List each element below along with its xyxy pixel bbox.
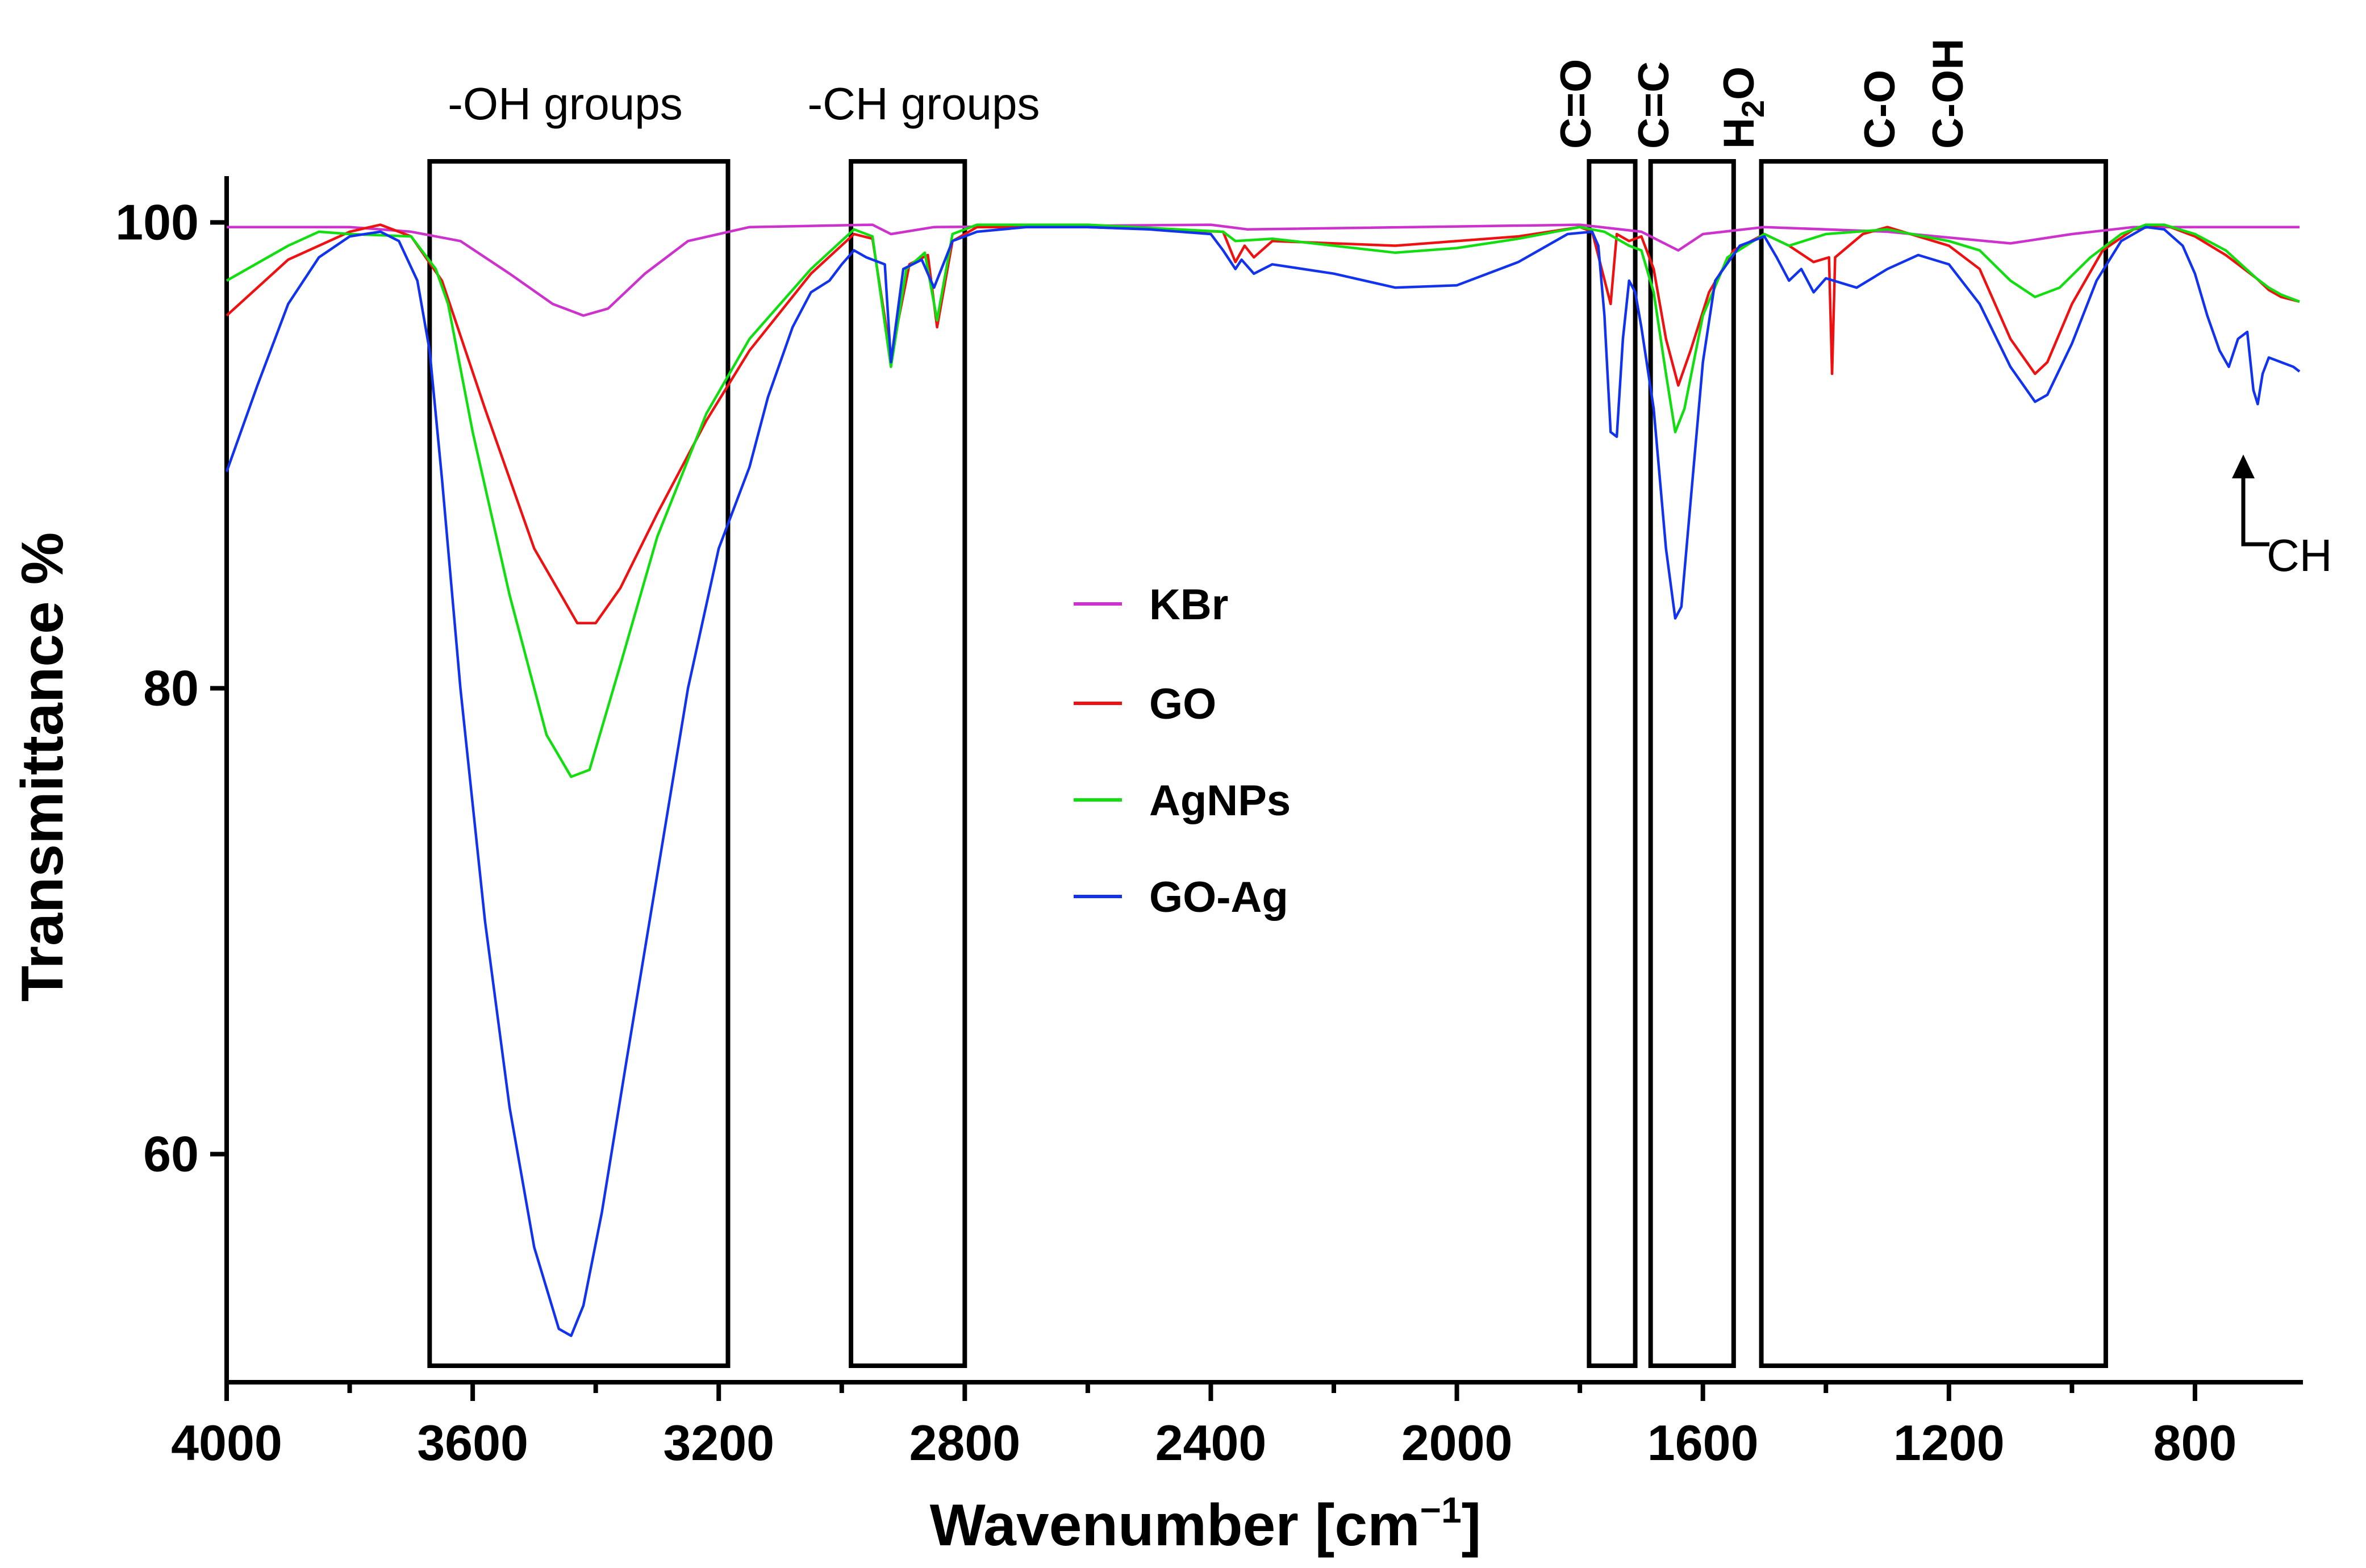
region-box: [427, 159, 731, 1368]
x-axis-title: Wavenumber [cm−1]: [930, 1490, 1482, 1558]
region-box: [1648, 159, 1736, 1368]
legend-label: KBr: [1149, 581, 1228, 629]
c-o-double-label: C=O: [1552, 59, 1600, 149]
series-layer: [225, 223, 2301, 1337]
x-tick-label: 3200: [663, 1415, 774, 1471]
x-tick-label: 1600: [1647, 1415, 1759, 1471]
ch-arrow: [2232, 454, 2269, 547]
region-box: [849, 159, 967, 1368]
y-tick-label: 100: [115, 194, 199, 251]
series-line-go: [226, 223, 2300, 624]
x-tick-label: 3600: [417, 1415, 528, 1471]
region-box: [1759, 159, 2108, 1368]
legend-label: GO: [1149, 680, 1216, 728]
c-oh-label: C-OH: [1924, 39, 1972, 149]
series-line-go-ag: [225, 226, 2301, 1337]
y-tick-label: 60: [143, 1126, 199, 1182]
legend: KBr GO AgNPs GO-Ag: [1074, 581, 1291, 921]
x-tick-label: 2800: [909, 1415, 1020, 1471]
x-tick-label: 2400: [1155, 1415, 1267, 1471]
ch-label: CH: [2267, 530, 2332, 581]
x-tick-label: 4000: [171, 1415, 282, 1471]
x-tick-label: 2000: [1401, 1415, 1513, 1471]
series-line-agnps: [226, 223, 2300, 778]
ch-arrow-line: [2241, 476, 2269, 547]
y-tick-label: 80: [143, 660, 199, 716]
region-box: [1587, 159, 1638, 1368]
oh-groups-label: -OH groups: [448, 78, 682, 129]
c-c-double-label: C=C: [1630, 61, 1678, 149]
x-tick-label: 800: [2154, 1415, 2237, 1471]
legend-label: GO-Ag: [1149, 873, 1288, 921]
region-boxes: [427, 159, 2108, 1368]
x-tick-label: 1200: [1893, 1415, 2005, 1471]
y-axis-title: Transmittance %: [10, 532, 76, 1002]
h2o-label: H2O: [1715, 66, 1771, 149]
x-ticks: 4000 3600 3200 2800 2400 2000 1600 1200 800: [171, 1382, 2236, 1471]
ch-arrowhead: [2232, 454, 2255, 478]
ch-groups-label: -CH groups: [807, 78, 1040, 129]
y-ticks: 60 80 100: [115, 194, 227, 1182]
legend-label: AgNPs: [1149, 777, 1291, 825]
c-o-label: C-O: [1856, 70, 1904, 149]
